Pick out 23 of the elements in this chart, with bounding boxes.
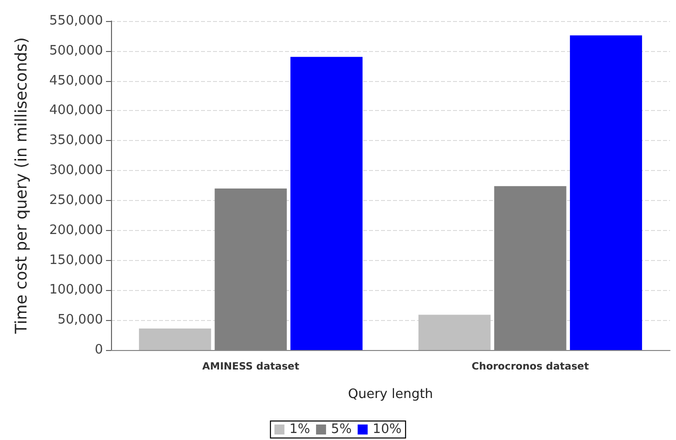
y-tick-label: 100,000 [49,282,103,298]
legend-label: 10% [372,422,402,437]
y-tick-label: 550,000 [49,14,103,28]
legend-label: 5% [331,422,352,437]
y-axis-title: Time cost per query (in milliseconds) [12,37,30,335]
x-axis-title: Query length [348,387,434,402]
y-tick-label: 500,000 [49,43,103,58]
bar [570,35,642,350]
bar [418,314,491,350]
legend-label: 1% [289,422,310,437]
y-tick-label: 50,000 [58,312,103,328]
y-tick-label: 400,000 [49,103,103,118]
y-tick-label: 250,000 [49,192,103,208]
x-tick-label: Chorocronos dataset [472,362,590,372]
y-tick-label: 300,000 [49,163,103,178]
y-tick-label: 450,000 [49,73,103,88]
x-tick-label: AMINESS dataset [202,362,300,372]
y-tick-label: 350,000 [49,133,103,148]
bar [290,56,363,350]
bar [138,328,212,350]
y-tick-label: 0 [94,342,103,358]
y-tick-label: 150,000 [49,252,103,268]
y-tick-label: 200,000 [49,222,103,238]
